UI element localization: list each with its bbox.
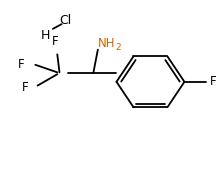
Text: Cl: Cl bbox=[59, 14, 71, 27]
Text: F: F bbox=[22, 81, 29, 94]
Text: F: F bbox=[52, 35, 58, 48]
Text: H: H bbox=[41, 29, 50, 42]
Text: NH: NH bbox=[98, 36, 115, 50]
Text: F: F bbox=[18, 58, 24, 71]
Text: F: F bbox=[210, 75, 216, 88]
Text: 2: 2 bbox=[116, 43, 121, 52]
